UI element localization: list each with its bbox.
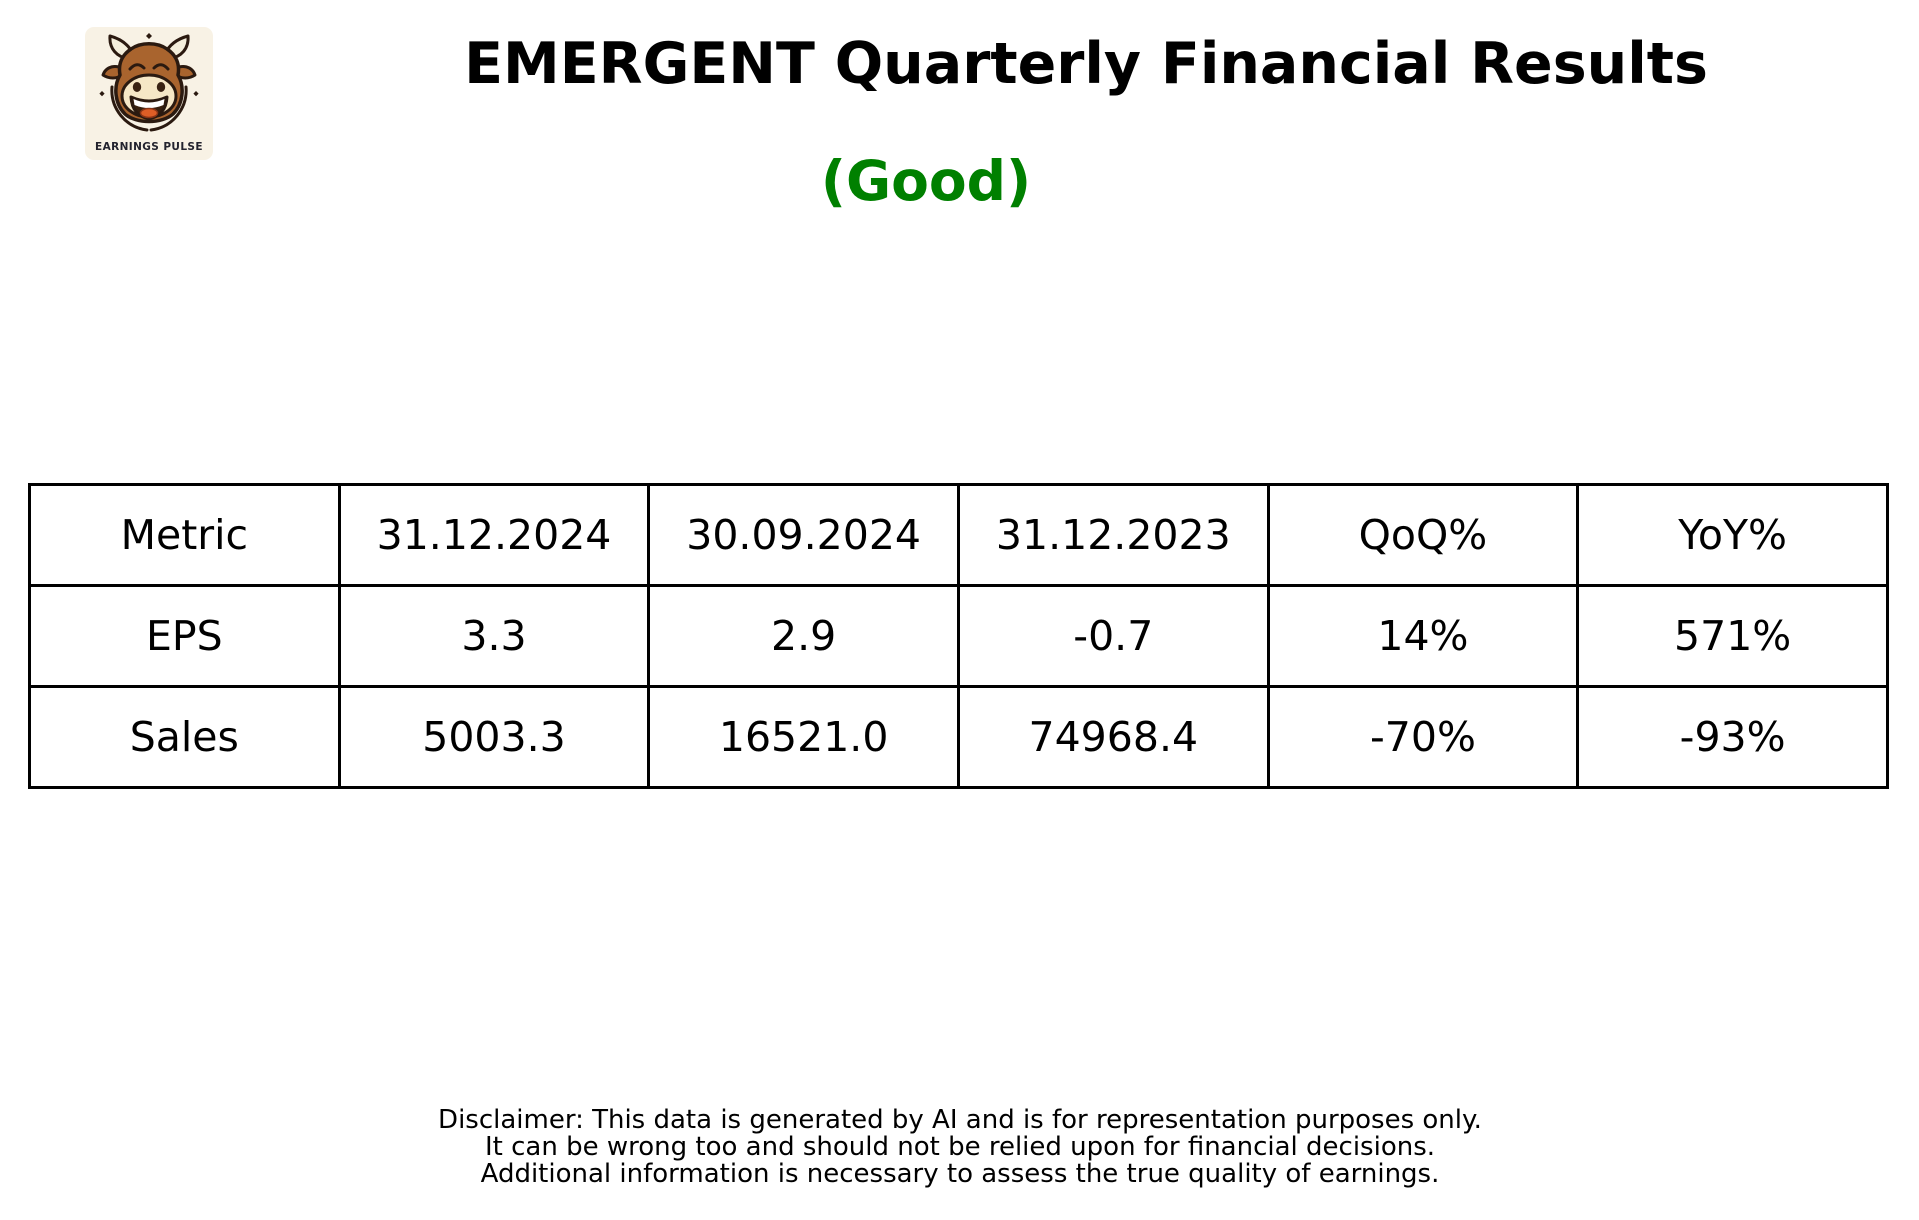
disclaimer-line: Additional information is necessary to a…	[480, 1159, 1440, 1189]
disclaimer-line: Disclaimer: This data is generated by AI…	[438, 1105, 1482, 1135]
disclaimer: Disclaimer: This data is generated by AI…	[438, 1107, 1482, 1188]
col-header-metric: Metric	[28, 483, 341, 587]
results-table: Metric 31.12.2024 30.09.2024 31.12.2023 …	[28, 483, 1889, 789]
eps-qoq-cell: 14%	[1266, 584, 1580, 688]
sales-qoq-cell: -70%	[1266, 685, 1580, 789]
eps-metric-cell: EPS	[28, 584, 341, 688]
sales-current-cell: 5003.3	[337, 685, 651, 789]
logo: EARNINGS PULSE	[85, 27, 213, 160]
col-header-yoy: YoY%	[1576, 483, 1889, 587]
col-header-current-qtr: 31.12.2024	[337, 483, 651, 587]
eps-prevyear-cell: -0.7	[956, 584, 1270, 688]
disclaimer-line: It can be wrong too and should not be re…	[484, 1132, 1436, 1162]
table-row-sales: Sales 5003.3 16521.0 74968.4 -70% -93%	[28, 685, 1889, 789]
col-header-qoq: QoQ%	[1266, 483, 1580, 587]
table-header-row: Metric 31.12.2024 30.09.2024 31.12.2023 …	[28, 483, 1889, 587]
bull-mascot-icon	[99, 33, 199, 132]
sales-metric-cell: Sales	[28, 685, 341, 789]
eps-prevqtr-cell: 2.9	[647, 584, 960, 688]
logo-brand-text: EARNINGS PULSE	[95, 141, 203, 153]
eps-current-cell: 3.3	[337, 584, 651, 688]
table-row-eps: EPS 3.3 2.9 -0.7 14% 571%	[28, 584, 1889, 688]
eps-yoy-cell: 571%	[1576, 584, 1889, 688]
page-title: EMERGENT Quarterly Financial Results	[464, 31, 1708, 97]
col-header-prev-qtr: 30.09.2024	[647, 483, 960, 587]
sales-prevqtr-cell: 16521.0	[647, 685, 960, 789]
sales-yoy-cell: -93%	[1576, 685, 1889, 789]
sales-prevyear-cell: 74968.4	[956, 685, 1270, 789]
col-header-prev-year: 31.12.2023	[956, 483, 1270, 587]
verdict-label: (Good)	[820, 149, 1032, 213]
